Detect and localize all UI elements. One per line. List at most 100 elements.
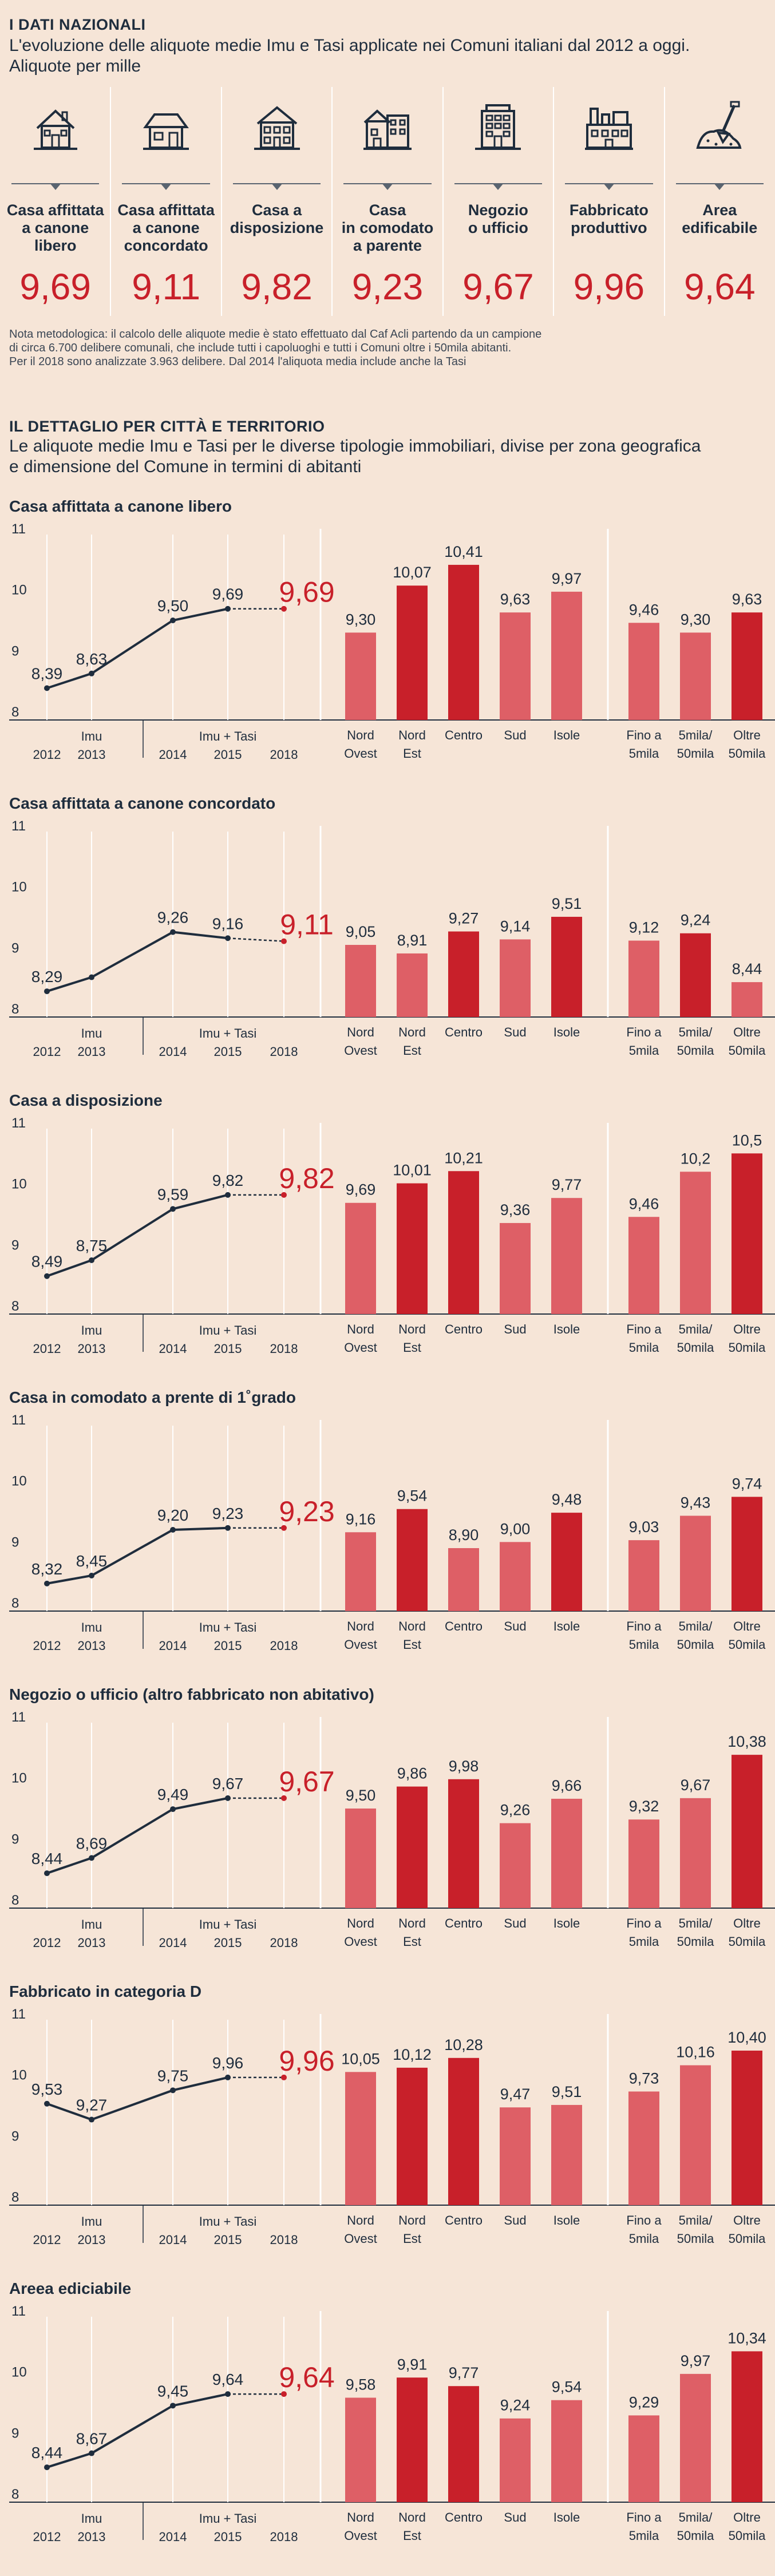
trend-line (46, 607, 228, 690)
trend-point (44, 2100, 50, 2107)
card-label-line: Fabbricato (569, 201, 649, 219)
x-tick-label: 2018 (270, 1639, 298, 1653)
bar-category-label: 5mila (629, 1043, 659, 1058)
card-separator (553, 87, 555, 316)
region-bar (345, 632, 376, 720)
section-title-detail: IL DETTAGLIO PER CITTÀ E TERRITORIO (9, 418, 325, 435)
detail-chart-block: Casa affittata a canone libero 11 10 9 8 8,39… (0, 497, 775, 794)
trend-line-dashed (227, 937, 284, 942)
bar-category-label: 5mila/ (679, 1322, 713, 1336)
bar-category-label: Oltre (733, 1619, 761, 1633)
bar-value-label: 10,12 (393, 2046, 432, 2063)
bar-value-label: 9,54 (397, 1487, 428, 1505)
region-bar (500, 2418, 531, 2502)
x-tick-label: 2014 (159, 1936, 187, 1950)
bar-category-label: Oltre (733, 1025, 761, 1039)
factory-icon (580, 98, 638, 156)
card-label: Casa affittata a canone concordato (110, 201, 221, 255)
bar-value-label: 9,46 (629, 601, 659, 618)
trend-value-label: 8,44 (31, 2444, 63, 2462)
bar-category-label: Ovest (344, 1934, 377, 1949)
group-label-imu-tasi: Imu + Tasi (199, 1026, 256, 1040)
trend-value-label: 9,69 (279, 576, 334, 608)
bar-category-label: Isole (553, 1619, 580, 1633)
trend-value-label: 9,49 (157, 1786, 189, 1803)
region-bar (397, 953, 428, 1017)
bar-value-label: 9,12 (629, 919, 659, 936)
size-bar (680, 632, 711, 720)
card-label-line: Area (702, 201, 737, 219)
bar-value-label: 9,97 (552, 570, 582, 587)
bar-value-label: 10,38 (727, 1733, 766, 1750)
house-icon (27, 98, 84, 156)
x-tick-label: 2012 (33, 1342, 61, 1356)
bar-category-label: Ovest (344, 1637, 377, 1652)
trend-value-label: 8,44 (31, 1850, 63, 1867)
x-tick-label: 2018 (270, 1044, 298, 1059)
group-label-imu: Imu (81, 1620, 102, 1635)
bar-category-label: 50mila (729, 1637, 766, 1652)
bar-category-label: Est (403, 1340, 421, 1355)
bar-category-label: 50mila (677, 1934, 715, 1949)
trend-value-label: 9,50 (157, 597, 189, 615)
y-tick-label: 11 (11, 1710, 26, 1725)
bar-category-label: 5mila/ (679, 1025, 713, 1039)
bar-category-label: 5mila/ (679, 2213, 713, 2227)
bar-value-label: 9,63 (500, 591, 531, 608)
bar-category-label: 50mila (677, 2231, 715, 2246)
card-label-line: in comodato (341, 219, 434, 236)
bar-category-label: 5mila/ (679, 2510, 713, 2524)
trend-value-label: 8,45 (76, 1552, 108, 1570)
x-tick-label: 2013 (78, 1639, 106, 1653)
trend-point (44, 1273, 50, 1279)
trend-value-label: 9,96 (279, 2045, 334, 2077)
bar-category-label: 5mila (629, 2528, 659, 2543)
bar-category-label: Centro (445, 1025, 483, 1039)
region-bar (500, 612, 531, 720)
card-label-line: a canone (132, 219, 200, 236)
y-tick-label: 11 (11, 1115, 26, 1131)
bar-value-label: 10,05 (341, 2050, 380, 2067)
bar-value-label: 9,24 (681, 912, 711, 929)
national-subtitle: L'evoluzione delle aliquote medie Imu e … (9, 35, 690, 77)
bar-value-label: 9,73 (629, 2069, 659, 2087)
card-value: 9,23 (351, 266, 424, 307)
rate-card: Negozio o ufficio 9,67 (443, 87, 555, 316)
size-bar (628, 2415, 659, 2502)
trend-line (46, 2076, 228, 2121)
trend-point (225, 1525, 231, 1531)
card-label-line: disposizione (230, 219, 324, 236)
trend-value-label: 8,63 (76, 650, 108, 668)
x-tick-label: 2013 (78, 1044, 106, 1059)
bar-category-label: 50mila (729, 746, 766, 761)
region-bar (551, 916, 582, 1017)
trend-value-label: 9,82 (212, 1172, 244, 1189)
trend-line (46, 1193, 228, 1277)
chart-title: Areea ediciabile (9, 2280, 131, 2297)
bar-category-label: Oltre (733, 728, 761, 742)
trend-value-label: 9,75 (157, 2067, 189, 2084)
bar-category-label: Ovest (344, 1043, 377, 1058)
bar-value-label: 9,26 (500, 1802, 531, 1819)
region-bar (448, 1171, 479, 1314)
bar-category-label: 5mila/ (679, 1619, 713, 1633)
card-label-line: o ufficio (468, 219, 528, 236)
region-bar (500, 1823, 531, 1908)
size-bar (628, 623, 659, 720)
trend-point (44, 988, 50, 995)
trend-point (89, 1855, 94, 1861)
detail-chart: Negozio o ufficio (altro fabbricato non … (9, 1685, 775, 1950)
bar-category-label: Nord (398, 1025, 426, 1039)
trend-point (89, 974, 94, 980)
group-label-imu: Imu (81, 1323, 102, 1338)
region-bar (397, 1509, 428, 1611)
office-building-icon (469, 98, 527, 156)
card-label-line: edificabile (682, 219, 758, 236)
bar-category-label: Ovest (344, 746, 377, 761)
bar-category-label: Sud (504, 1322, 526, 1336)
national-subtitle-line1: L'evoluzione delle aliquote medie Imu e … (9, 36, 690, 55)
detail-chart: Casa in comodato a prente di 1˚grado 11 10… (9, 1388, 775, 1653)
bar-value-label: 10,5 (732, 1131, 762, 1149)
group-label-imu-tasi: Imu + Tasi (199, 1620, 256, 1635)
chart-title: Casa a disposizione (9, 1091, 163, 1109)
